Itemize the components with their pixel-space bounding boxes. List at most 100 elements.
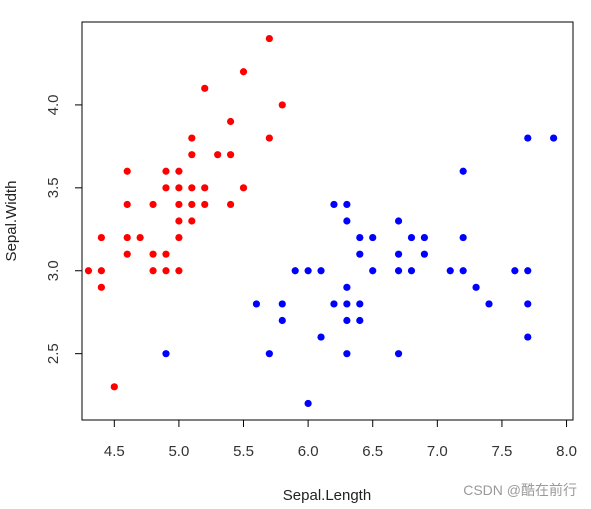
data-point-series-1 <box>188 217 196 225</box>
data-point-series-2 <box>369 233 377 242</box>
data-point-series-2 <box>394 217 403 225</box>
y-axis-title: Sepal.Width <box>3 181 20 262</box>
x-axis-title: Sepal.Length <box>283 487 371 504</box>
data-point-series-1 <box>149 250 157 258</box>
data-point-series-1 <box>188 151 196 159</box>
data-point-series-2 <box>524 267 532 275</box>
data-point-series-2 <box>485 300 493 308</box>
data-point-series-1 <box>136 233 144 242</box>
x-tick-label: 8.0 <box>556 443 577 460</box>
data-point-series-1 <box>226 151 235 159</box>
data-point-series-1 <box>149 200 157 209</box>
data-point-series-2 <box>524 300 532 308</box>
data-point-series-2 <box>420 250 429 258</box>
x-tick-label: 4.5 <box>104 443 125 460</box>
x-tick-label: 6.0 <box>298 443 319 460</box>
data-point-series-2 <box>343 200 351 209</box>
data-point-series-1 <box>239 68 248 76</box>
data-point-series-2 <box>356 300 364 308</box>
data-point-series-1 <box>175 167 183 175</box>
data-point-series-2 <box>343 283 351 291</box>
y-tick-label: 2.5 <box>45 343 62 364</box>
data-point-series-1 <box>188 184 196 192</box>
data-point-series-2 <box>356 316 364 325</box>
data-point-series-1 <box>123 233 131 242</box>
data-point-series-1 <box>175 267 183 275</box>
data-point-series-2 <box>369 267 377 275</box>
data-point-series-2 <box>356 233 364 242</box>
data-point-series-2 <box>330 200 338 209</box>
y-tick-label: 3.5 <box>45 177 62 198</box>
x-tick-label: 5.0 <box>168 443 189 460</box>
data-point-series-2 <box>304 267 312 275</box>
data-point-series-2 <box>394 267 403 275</box>
data-point-series-2 <box>278 316 286 325</box>
data-point-series-1 <box>149 267 157 275</box>
data-point-series-1 <box>162 267 170 275</box>
data-point-series-2 <box>394 250 403 258</box>
y-tick-label: 3.0 <box>45 260 62 281</box>
data-point-series-2 <box>524 134 532 142</box>
data-point-series-1 <box>201 200 209 209</box>
data-point-series-1 <box>265 134 273 142</box>
data-point-series-1 <box>226 117 235 126</box>
data-point-series-2 <box>343 300 351 308</box>
data-point-series-1 <box>265 34 273 43</box>
data-point-series-1 <box>97 233 105 242</box>
x-axis: 4.5 5.0 5.5 6.0 6.5 7.0 7.5 8.0 <box>104 419 577 460</box>
data-point-series-1 <box>278 101 286 109</box>
data-point-series-2 <box>304 399 312 408</box>
data-point-series-2 <box>330 300 338 308</box>
data-point-series-2 <box>511 267 519 275</box>
data-point-series-2 <box>252 300 261 308</box>
data-point-series-1 <box>97 267 105 275</box>
data-point-series-1 <box>226 200 235 209</box>
x-tick-label: 7.5 <box>492 443 513 460</box>
x-tick-label: 7.0 <box>427 443 448 460</box>
data-point-series-1 <box>175 217 183 225</box>
data-point-series-2 <box>459 267 467 275</box>
data-point-series-1 <box>162 184 170 192</box>
x-tick-label: 6.5 <box>362 443 383 460</box>
data-point-series-2 <box>343 217 351 225</box>
data-point-series-2 <box>265 350 273 358</box>
data-point-series-2 <box>446 267 454 275</box>
data-points <box>84 34 558 408</box>
data-point-series-1 <box>162 250 170 258</box>
data-point-series-2 <box>278 300 286 308</box>
data-point-series-2 <box>407 267 416 275</box>
data-point-series-2 <box>407 233 416 242</box>
data-point-series-2 <box>550 134 558 142</box>
y-tick-label: 4.0 <box>45 94 62 115</box>
data-point-series-1 <box>188 200 196 209</box>
data-point-series-2 <box>394 350 403 358</box>
data-point-series-2 <box>524 333 532 341</box>
plot-frame <box>81 21 574 421</box>
data-point-series-2 <box>472 283 480 291</box>
data-point-series-2 <box>291 267 299 275</box>
data-point-series-2 <box>420 233 429 242</box>
y-axis: 2.5 3.0 3.5 4.0 <box>45 94 83 364</box>
data-point-series-1 <box>84 267 93 275</box>
data-point-series-1 <box>175 184 183 192</box>
data-point-series-2 <box>343 316 351 325</box>
data-point-series-1 <box>201 184 209 192</box>
data-point-series-1 <box>201 84 209 92</box>
data-point-series-1 <box>188 134 196 142</box>
data-point-series-1 <box>110 383 118 391</box>
data-point-series-1 <box>214 151 222 159</box>
watermark: CSDN @酷在前行 <box>463 482 577 498</box>
data-point-series-2 <box>459 233 467 242</box>
data-point-series-2 <box>459 167 467 175</box>
data-point-series-1 <box>97 283 105 291</box>
data-point-series-2 <box>317 333 325 341</box>
data-point-series-1 <box>175 200 183 209</box>
data-point-series-2 <box>162 350 170 358</box>
data-point-series-1 <box>123 200 131 209</box>
data-point-series-1 <box>175 233 183 242</box>
data-point-series-1 <box>123 167 131 175</box>
data-point-series-1 <box>239 184 248 192</box>
data-point-series-1 <box>123 250 131 258</box>
data-point-series-1 <box>162 167 170 175</box>
